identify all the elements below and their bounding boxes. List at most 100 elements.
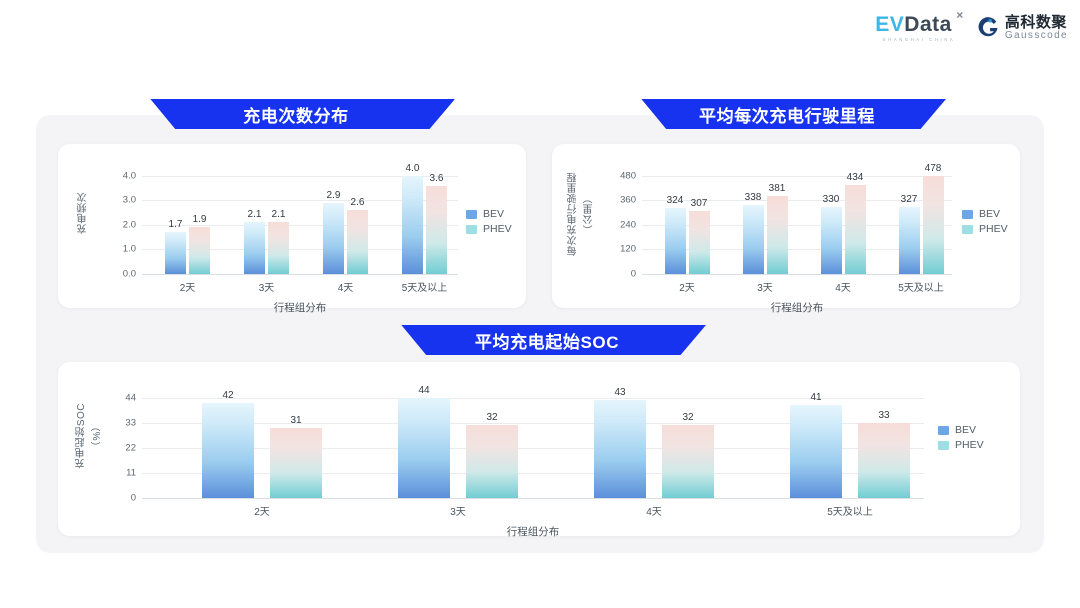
x-axis-tick-label: 3天 (450, 507, 466, 518)
bar-bev[interactable]: 4.0 (402, 163, 423, 274)
bar-group: 338 381 3天 (742, 166, 788, 294)
legend-label-bev: BEV (955, 424, 977, 436)
x-axis-tick-label: 2天 (679, 283, 695, 294)
bar-value-label: 2.1 (271, 209, 286, 221)
x-axis-tick-label: 3天 (258, 283, 275, 294)
bar-phev[interactable]: 32 (662, 412, 714, 498)
bar-phev[interactable]: 478 (922, 163, 944, 274)
bar-value-label: 3.6 (429, 172, 444, 184)
legend-item-bev[interactable]: BEV (466, 208, 512, 220)
bar-group: 2.1 2.1 3天 (244, 166, 289, 294)
legend-item-bev[interactable]: BEV (962, 208, 1008, 220)
bar-bev[interactable]: 41 (790, 392, 842, 498)
y-axis-tick-label: 120 (620, 243, 636, 255)
bar-value-label: 42 (222, 389, 234, 401)
chart-card-avg-distance: 每次充电行驶里程 （公里） 0 120 240 360 480 324 307 2天 338 381 3… (552, 144, 1020, 314)
gridline (142, 200, 458, 202)
bar-phev[interactable]: 31 (270, 415, 322, 498)
chart-legend: BEV PHEV (938, 424, 984, 451)
gridline (142, 249, 458, 251)
gridline (642, 224, 952, 226)
bar-value-label: 330 (822, 193, 840, 205)
bar-phev[interactable]: 2.1 (268, 209, 289, 274)
bar-bev[interactable]: 43 (594, 387, 646, 498)
gridline (642, 249, 952, 251)
plot-area: 0 11 22 33 44 42 31 2天 44 32 3天 43 32 4天 41 33 5天及以上 (125, 385, 924, 518)
bar-bev[interactable]: 338 (742, 192, 764, 274)
bar-phev[interactable]: 381 (766, 183, 788, 274)
y-axis-tick-label: 33 (125, 417, 136, 429)
chart-title-banner-avg-start-soc: 平均充电起始SOC (401, 325, 706, 355)
legend-item-phev[interactable]: PHEV (466, 223, 512, 235)
y-axis-tick-label: 22 (125, 442, 136, 454)
bar-value-label: 381 (768, 183, 786, 195)
bar-value-label: 32 (486, 412, 498, 424)
bar-phev[interactable]: 32 (466, 412, 518, 498)
x-axis-tick-label: 3天 (757, 283, 773, 294)
y-axis-tick-label: 240 (620, 219, 636, 231)
bar-bev[interactable]: 327 (898, 194, 920, 274)
legend-item-phev[interactable]: PHEV (938, 439, 984, 451)
gridline (142, 448, 924, 449)
bar-bev[interactable]: 2.1 (244, 209, 265, 274)
bar-value-label: 307 (690, 198, 708, 210)
chart-card-charging-frequency: 充电频次 0.0 1.0 2.0 3.0 4.0 1.7 1.9 2天 2.1 2.1 3天 2.9 2.… (58, 144, 526, 314)
gausscode-en-name: Gausscode (1004, 29, 1068, 41)
legend-label-bev: BEV (979, 208, 1001, 220)
x-axis-tick-label: 4天 (646, 507, 662, 518)
evdata-ev-text: EV (875, 13, 905, 36)
x-axis-tick-label: 4天 (835, 283, 851, 294)
bar-value-label: 31 (290, 414, 302, 426)
gridline (642, 200, 952, 202)
x-axis-line (142, 274, 458, 275)
header-logos: EVData × SHANGHAI CHINA 高科数聚 Gausscode (875, 9, 1068, 42)
gridline (142, 224, 458, 226)
y-axis-label: 充电频次 (78, 192, 89, 234)
bar-phev[interactable]: 307 (688, 198, 710, 274)
gausscode-cn-name: 高科数聚 (1004, 13, 1067, 31)
legend-swatch-phev (962, 224, 973, 234)
legend-swatch-phev (938, 440, 949, 450)
bar-bev[interactable]: 2.9 (323, 190, 344, 274)
x-axis-tick-label: 5天及以上 (827, 507, 873, 518)
gridline (142, 423, 924, 424)
bar-bev[interactable]: 42 (202, 390, 254, 498)
bar-phev[interactable]: 434 (844, 172, 866, 274)
bar-value-label: 2.9 (326, 189, 341, 201)
bar-chart-avg-distance: 每次充电行驶里程 （公里） 0 120 240 360 480 324 307 2天 338 381 3… (552, 144, 1020, 314)
x-axis-line (142, 498, 924, 499)
legend-item-phev[interactable]: PHEV (962, 223, 1008, 235)
x-axis-label: 行程组分布 (770, 302, 824, 314)
y-axis-label: 每次充电行驶里程 （公里） (568, 172, 595, 256)
bar-phev[interactable]: 3.6 (426, 173, 447, 274)
legend-label-phev: PHEV (955, 439, 984, 451)
bar-phev[interactable]: 2.6 (347, 197, 368, 274)
evdata-wordmark: EVData × (875, 9, 963, 36)
x-axis-line (642, 274, 952, 275)
bar-group: 324 307 2天 (664, 166, 710, 294)
bar-group: 44 32 3天 (398, 385, 518, 518)
bar-bev[interactable]: 330 (820, 194, 842, 274)
plot-area: 0.0 1.0 2.0 3.0 4.0 1.7 1.9 2天 2.1 2.1 3天 2.9 2.6 4天 4… (123, 163, 458, 294)
x-axis-tick-label: 5天及以上 (401, 283, 448, 294)
gausscode-mark-icon (977, 17, 999, 39)
bar-bev[interactable]: 1.7 (165, 219, 186, 274)
bar-bev[interactable]: 324 (664, 195, 686, 274)
bar-bev[interactable]: 44 (398, 385, 450, 498)
legend-item-bev[interactable]: BEV (938, 424, 984, 436)
bar-value-label: 1.9 (192, 214, 207, 226)
evdata-tagline: SHANGHAI CHINA (882, 37, 956, 42)
y-axis-tick-label: 3.0 (122, 194, 136, 206)
bar-value-label: 43 (614, 387, 626, 399)
x-axis-label: 行程组分布 (506, 526, 560, 538)
bar-value-label: 32 (682, 412, 694, 424)
bar-value-label: 324 (666, 194, 684, 206)
gausscode-text: 高科数聚 Gausscode (1005, 15, 1068, 41)
x-axis-tick-label: 2天 (179, 283, 196, 294)
evdata-logo: EVData × SHANGHAI CHINA (875, 9, 963, 42)
bar-value-label: 2.6 (350, 197, 365, 209)
bar-phev[interactable]: 1.9 (189, 214, 210, 274)
bar-phev[interactable]: 33 (858, 410, 910, 498)
chart-card-avg-start-soc: 充电起始SOC （%） 0 11 22 33 44 42 31 2天 44 32 3天 43 32 4天 41 3… (58, 362, 1020, 538)
